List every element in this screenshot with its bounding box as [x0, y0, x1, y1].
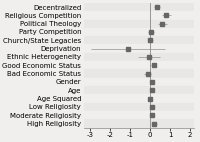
Bar — [84, 53, 194, 61]
Bar — [84, 69, 194, 78]
Bar — [84, 111, 194, 119]
Bar — [84, 119, 194, 128]
Bar — [84, 94, 194, 103]
Bar — [84, 36, 194, 44]
Bar — [84, 103, 194, 111]
Bar — [84, 44, 194, 53]
Bar — [84, 61, 194, 69]
Bar — [84, 11, 194, 19]
Bar — [84, 3, 194, 11]
Bar — [84, 28, 194, 36]
Bar — [84, 78, 194, 86]
Bar — [84, 86, 194, 94]
Bar — [84, 19, 194, 28]
